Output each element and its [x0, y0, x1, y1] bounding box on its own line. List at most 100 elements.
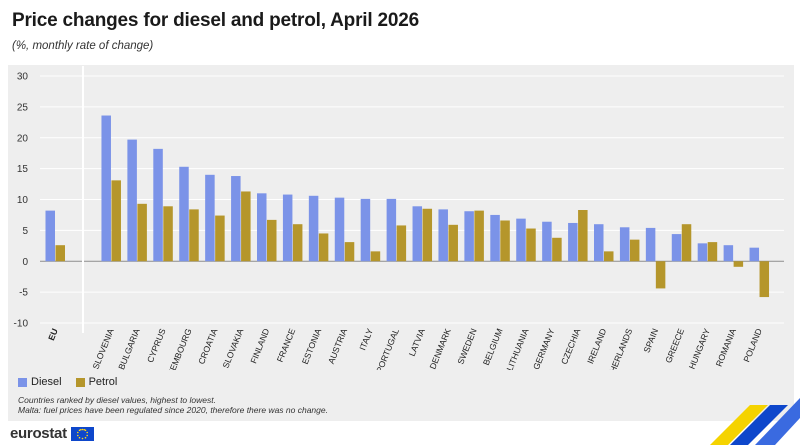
category-label-austria: AUSTRIA — [326, 327, 349, 366]
bar-petrol-italy — [370, 251, 381, 262]
bar-diesel-estonia — [308, 195, 319, 262]
bar-diesel-lithuania — [516, 218, 526, 262]
category-label-eu: EU — [46, 327, 60, 342]
eurostat-logo: eurostat — [10, 425, 94, 442]
bar-petrol-lithuania — [526, 228, 536, 262]
y-tick-label: -10 — [14, 319, 29, 330]
category-label-cyprus: CYPRUS — [145, 327, 168, 364]
bar-petrol-ireland — [604, 251, 614, 262]
bar-diesel-hungary — [697, 243, 708, 262]
footnote-ranking: Countries ranked by diesel values, highe… — [18, 395, 216, 405]
bar-diesel-bulgaria — [127, 139, 137, 262]
category-label-slovakia: SLOVAKIA — [220, 327, 245, 370]
y-tick-label: 10 — [17, 195, 29, 206]
bar-petrol-czechia — [578, 209, 588, 262]
bar-diesel-slovakia — [231, 176, 241, 262]
decorative-stripes — [710, 398, 800, 445]
bar-petrol-hungary — [707, 242, 718, 262]
bar-chart: 30 25 20 15 10 5 0 -5 -10 EU SLOVENIA BULGARIA CYPRU… — [14, 66, 784, 370]
bar-diesel-czechia — [568, 222, 578, 262]
category-label-spain: SPAIN — [642, 327, 661, 354]
category-label-estonia: ESTONIA — [300, 327, 323, 366]
category-label-ireland: IRELAND — [585, 327, 608, 365]
logo-text: eurostat — [10, 425, 67, 442]
bar-petrol-austria — [344, 242, 355, 262]
category-label-germany: GERMANY — [531, 327, 557, 370]
y-tick-label: 15 — [17, 164, 29, 175]
bar-diesel-croatia — [205, 174, 215, 262]
eu-flag-icon — [70, 426, 94, 441]
bar-diesel-portugal — [386, 198, 397, 262]
legend-item-diesel: Diesel — [18, 376, 62, 388]
legend-swatch-diesel — [18, 377, 27, 387]
category-label-italy: ITALY — [357, 327, 375, 352]
y-tick-label: -5 — [19, 288, 28, 299]
category-label-denmark: DENMARK — [427, 327, 452, 370]
footnote-malta: Malta: fuel prices have been regulated s… — [18, 405, 328, 415]
bar-petrol-france — [292, 224, 303, 262]
category-label-lithuania: LITHUANIA — [504, 327, 530, 370]
category-label-sweden: SWEDEN — [455, 327, 478, 366]
legend-label-petrol: Petrol — [88, 376, 118, 388]
bar-diesel-eu — [45, 210, 55, 262]
bar-diesel-belgium — [490, 214, 500, 262]
category-label-latvia: LATVIA — [407, 327, 427, 358]
y-tick-label: 5 — [22, 226, 28, 237]
bar-diesel-romania — [723, 245, 734, 262]
y-tick-label: 30 — [17, 72, 29, 83]
bar-diesel-cyprus — [153, 148, 163, 262]
bar-diesel-austria — [334, 197, 345, 262]
bar-diesel-germany — [542, 221, 552, 262]
bar-diesel-italy — [360, 198, 371, 262]
category-label-hungary: HUNGARY — [687, 327, 712, 370]
y-tick-label: 0 — [22, 257, 28, 268]
bar-diesel-france — [282, 194, 293, 262]
bar-diesel-spain — [645, 227, 656, 262]
bar-petrol-cyprus — [163, 206, 173, 262]
bar-petrol-latvia — [422, 208, 433, 262]
bar-diesel-greece — [671, 234, 682, 262]
bar-petrol-belgium — [500, 220, 510, 262]
bar-diesel-denmark — [438, 209, 448, 262]
y-tick-label: 20 — [17, 133, 29, 144]
bar-petrol-portugal — [396, 225, 407, 262]
bar-petrol-spain — [655, 261, 666, 289]
bar-diesel-luxembourg — [179, 166, 189, 262]
category-label-poland: POLAND — [741, 327, 764, 364]
category-label-romania: ROMANIA — [714, 327, 738, 368]
category-label-croatia: CROATIA — [196, 327, 219, 366]
bar-petrol-poland — [759, 261, 770, 298]
chart-legend: Diesel Petrol — [18, 376, 117, 388]
bar-petrol-croatia — [215, 215, 225, 262]
category-label-portugal: PORTUGAL — [374, 327, 401, 370]
bar-petrol-sweden — [474, 210, 484, 262]
legend-item-petrol: Petrol — [75, 376, 118, 388]
bar-diesel-ireland — [594, 224, 604, 262]
bar-petrol-estonia — [318, 233, 329, 262]
chart-subtitle: (%, monthly rate of change) — [12, 40, 154, 52]
chart-title: Price changes for diesel and petrol, Apr… — [12, 10, 419, 31]
legend-swatch-petrol — [75, 377, 85, 387]
bar-petrol-finland — [267, 219, 277, 262]
bar-petrol-eu — [55, 245, 65, 262]
category-label-belgium: BELGIUM — [481, 327, 505, 367]
bar-petrol-denmark — [448, 224, 458, 262]
bar-petrol-greece — [681, 224, 692, 262]
bar-petrol-slovakia — [241, 191, 251, 262]
bar-diesel-latvia — [412, 206, 423, 262]
category-label-slovenia: SLOVENIA — [90, 327, 115, 370]
footnotes: Countries ranked by diesel values, highe… — [18, 395, 328, 415]
chart-panel: 30 25 20 15 10 5 0 -5 -10 EU SLOVENIA BULGARIA CYPRU… — [8, 65, 794, 421]
category-label-greece: GREECE — [663, 327, 686, 365]
bar-petrol-luxembourg — [189, 209, 199, 262]
bar-petrol-romania — [733, 261, 744, 267]
bar-diesel-finland — [257, 193, 267, 262]
bar-petrol-netherlands — [629, 239, 640, 262]
y-tick-label: 25 — [17, 102, 29, 113]
bar-petrol-germany — [552, 237, 562, 262]
bar-diesel-sweden — [464, 211, 474, 262]
bar-diesel-poland — [749, 247, 760, 262]
bar-petrol-slovenia — [111, 180, 121, 262]
category-label-bulgaria: BULGARIA — [116, 327, 142, 370]
category-label-finland: FINLAND — [248, 327, 271, 365]
